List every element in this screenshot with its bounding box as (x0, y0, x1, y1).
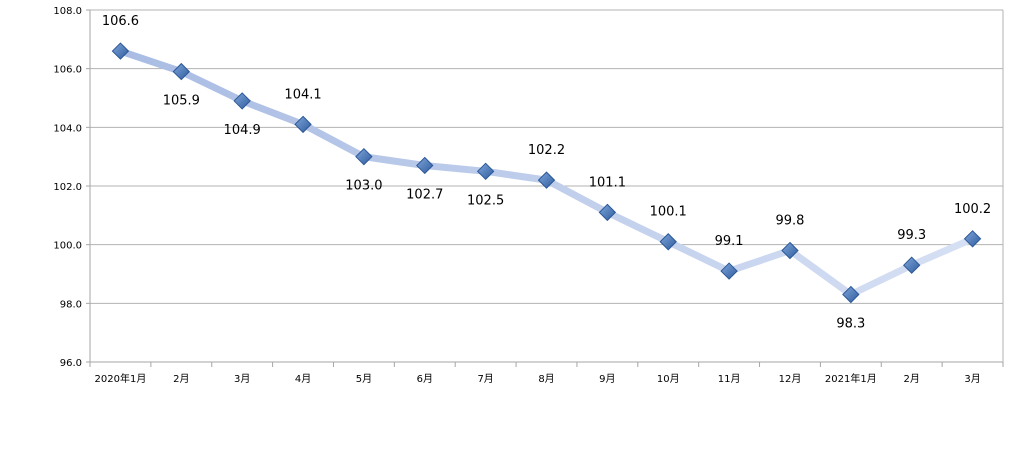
data-point-marker (355, 147, 373, 166)
data-label: 100.1 (650, 205, 687, 220)
data-label: 100.2 (954, 202, 991, 217)
data-label: 104.1 (284, 87, 321, 102)
data-label: 104.9 (224, 123, 261, 138)
data-label: 99.1 (715, 234, 744, 249)
y-tick-label: 108.0 (53, 6, 82, 17)
data-point-marker (476, 162, 495, 181)
x-tick-label: 11月 (718, 373, 741, 385)
x-tick-label: 2月 (904, 373, 920, 385)
y-tick-label: 98.0 (60, 299, 82, 310)
data-point-marker (111, 42, 130, 60)
data-label: 101.1 (589, 175, 626, 190)
x-tick-label: 6月 (417, 373, 433, 385)
x-tick-label: 2021年1月 (825, 372, 877, 385)
y-tick-label: 102.0 (53, 182, 82, 193)
x-tick-label: 2020年1月 (95, 372, 147, 385)
markers (111, 42, 982, 304)
data-label: 99.8 (775, 214, 804, 229)
x-tick-label: 8月 (538, 373, 554, 385)
data-label: 105.9 (163, 94, 200, 109)
x-tick-label: 9月 (599, 373, 615, 385)
data-point-marker (781, 241, 799, 260)
x-tick-label: 7月 (477, 373, 493, 385)
data-point-marker (598, 203, 617, 222)
data-point-marker (842, 285, 860, 304)
data-label: 102.2 (528, 143, 565, 158)
x-tick-label: 5月 (356, 373, 372, 385)
gridlines (90, 9, 1004, 363)
data-point-marker (659, 233, 677, 251)
x-tick-label: 3月 (234, 373, 250, 385)
x-tick-label: 12月 (779, 373, 802, 385)
data-label: 98.3 (836, 317, 865, 332)
x-tick-label: 10月 (657, 373, 680, 385)
data-labels: 106.6 105.9 104.9 104.1 103.0 102.7 102.5 102.2… (102, 14, 991, 331)
data-point-marker (537, 171, 556, 189)
data-point-marker (963, 230, 982, 248)
axes: 96.0 98.0 100.0 102.0 104.0 106.0 108.0 2020年1月… (53, 6, 1004, 385)
data-label: 102.5 (467, 193, 504, 208)
x-tick-label: 3月 (964, 373, 980, 385)
y-tick-label: 100.0 (53, 241, 82, 252)
data-point-marker (720, 262, 738, 280)
x-tick-label: 4月 (295, 373, 311, 385)
data-point-marker (294, 115, 312, 134)
data-label: 102.7 (406, 187, 443, 202)
y-tick-label: 96.0 (60, 358, 82, 369)
data-point-marker (902, 256, 921, 274)
y-tick-label: 104.0 (53, 123, 82, 134)
data-point-marker (172, 62, 191, 81)
data-label: 106.6 (102, 14, 139, 29)
data-label: 99.3 (897, 228, 926, 243)
data-point-marker (416, 156, 434, 175)
y-tick-label: 106.0 (53, 65, 82, 76)
data-label: 103.0 (345, 179, 382, 194)
data-point-marker (233, 92, 251, 110)
x-tick-label: 2月 (173, 373, 189, 385)
